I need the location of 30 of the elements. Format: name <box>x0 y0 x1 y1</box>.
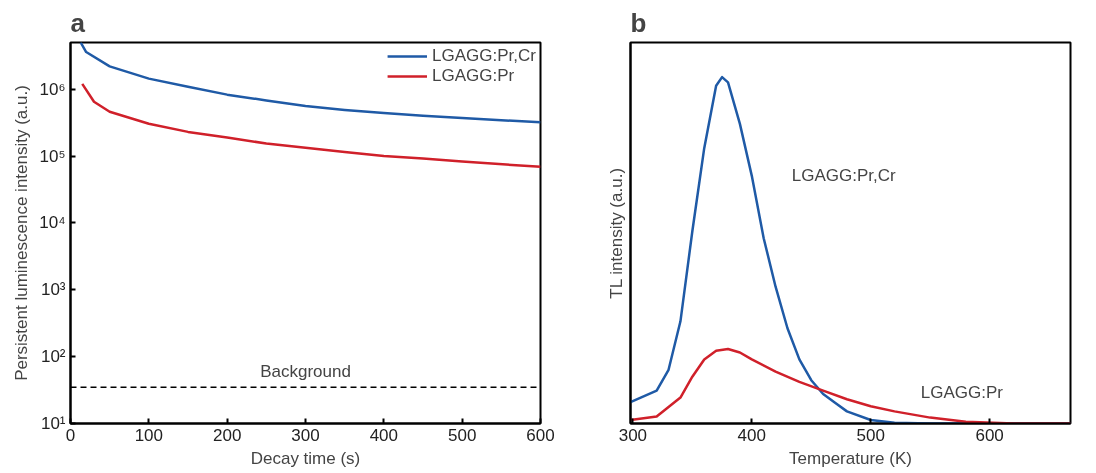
chart-title: b <box>630 7 647 38</box>
y-axis-title: TL intensity (a.u.) <box>606 167 626 299</box>
x-axis-title: Temperature (K) <box>789 448 912 468</box>
legend-label: LGAGG:Pr <box>432 66 515 86</box>
x-axis-title: Decay time (s) <box>250 448 361 468</box>
ref-line-label: Background <box>260 362 351 382</box>
y-tick-label: 10¹ <box>40 414 66 433</box>
x-tick-label: 100 <box>134 425 164 445</box>
text: LGAGG:Pr,Cr <box>791 166 897 186</box>
x-tick-label: 200 <box>212 425 242 445</box>
line-series <box>79 42 541 124</box>
x-tick-label: 300 <box>291 425 320 445</box>
y-tick-label: 10² <box>40 347 66 367</box>
x-tick-label: 0 <box>65 425 76 445</box>
line-series <box>81 82 541 169</box>
x-tick-label: 600 <box>526 425 555 445</box>
chart-title: a <box>70 7 86 38</box>
x-tick-label: 500 <box>447 425 477 445</box>
x-tick-label: 400 <box>369 425 399 445</box>
y-tick-label: 10⁵ <box>39 146 66 166</box>
y-tick-label: 10³ <box>40 280 66 300</box>
y-tick-label: 10⁶ <box>39 79 66 99</box>
series-label: LGAGG:Pr <box>920 382 1004 402</box>
y-tick-label: 10⁴ <box>39 213 66 233</box>
x-tick-label: 300 <box>618 425 648 445</box>
y-axis-title: Persistent luminescence intensity (a.u.) <box>12 85 32 381</box>
x-tick-label: 500 <box>856 425 885 445</box>
x-tick-label: 400 <box>737 425 766 445</box>
legend-label: LGAGG:Pr,Cr <box>432 46 536 66</box>
x-tick-label: 600 <box>975 425 1004 445</box>
